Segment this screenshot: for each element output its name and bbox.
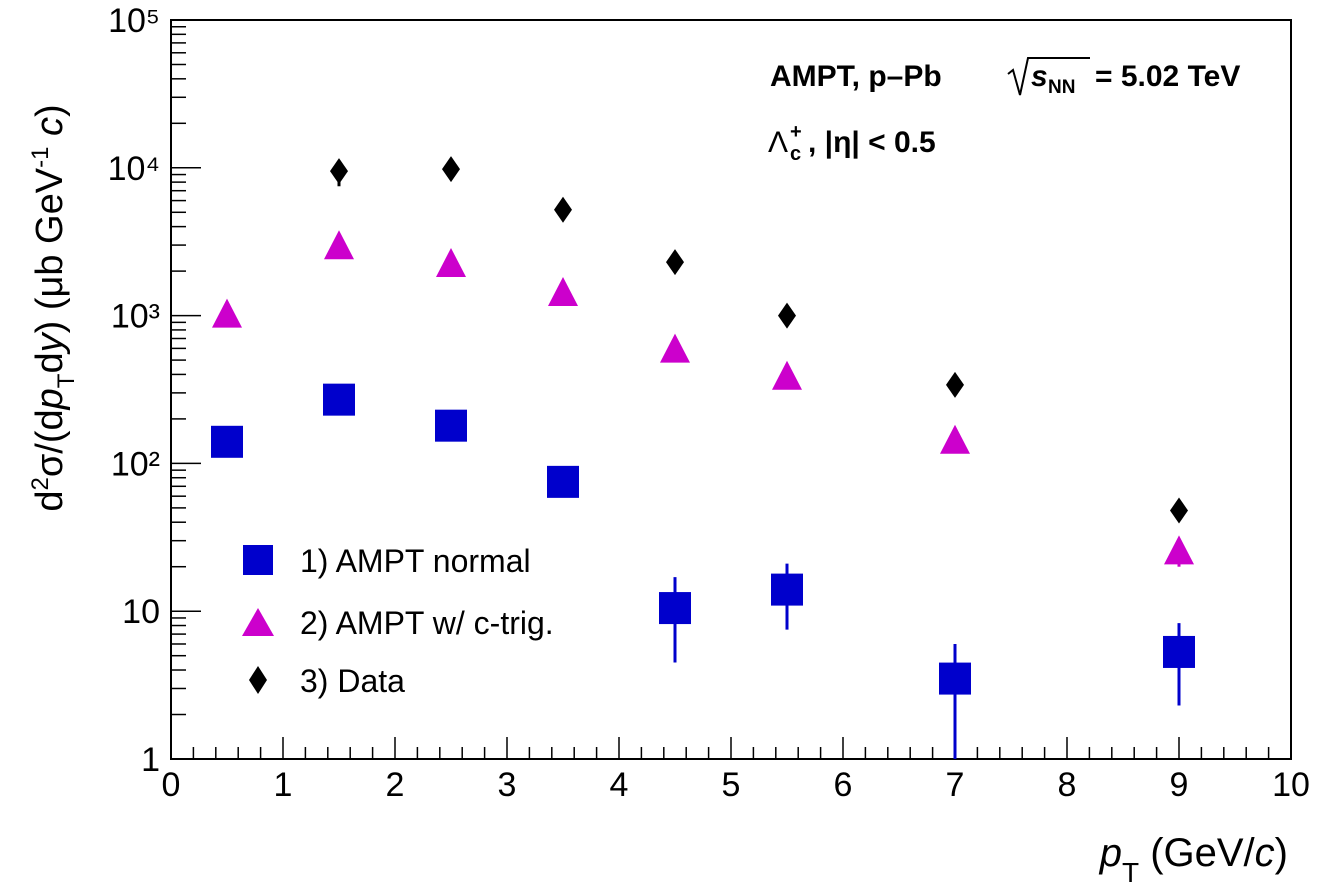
diamond-series-point xyxy=(666,249,684,276)
annotation-sqrt-sub: NN xyxy=(1048,77,1075,98)
x-tick-label: 9 xyxy=(1170,766,1189,804)
annotation-lambda-sub: c xyxy=(790,143,801,165)
annotation-lambda-sup: + xyxy=(790,121,802,143)
legend-marker-ampt-ctrig xyxy=(242,608,274,636)
triangle-series-point xyxy=(940,424,970,454)
diamond-series-point xyxy=(330,158,348,185)
square-series-point xyxy=(1163,635,1195,668)
x-tick-label: 5 xyxy=(722,766,741,804)
y-tick-label: 10 xyxy=(122,593,160,631)
legend-label-data: 3) Data xyxy=(300,663,405,699)
annotation-lambda: Λ xyxy=(768,126,788,159)
x-axis-label: pT (GeV/c) xyxy=(1099,831,1288,888)
square-series-point xyxy=(939,662,971,695)
diamond-series-point xyxy=(946,371,964,398)
y-axis-label: d2σ/(dpTdy) (μb GeV-1 c) xyxy=(27,104,80,511)
triangle-series-point xyxy=(660,333,690,363)
x-tick-label: 4 xyxy=(610,766,629,804)
square-series-point xyxy=(435,409,467,442)
square-series-point xyxy=(771,573,803,606)
annotation-eta: , |η| < 0.5 xyxy=(808,126,936,159)
annotation-sqrt-s: s xyxy=(1031,60,1048,93)
x-tick-label: 8 xyxy=(1058,766,1077,804)
legend-label-ampt-normal: 1) AMPT normal xyxy=(300,543,531,579)
legend: 1) AMPT normal 2) AMPT w/ c-trig. 3) Dat… xyxy=(242,543,554,699)
x-tick-label: 10 xyxy=(1272,766,1310,804)
x-tick-label: 3 xyxy=(498,766,517,804)
triangle-series-point xyxy=(1164,535,1194,565)
diamond-series-point xyxy=(1170,497,1188,524)
square-series-point xyxy=(323,383,355,416)
annotation-system: AMPT, p–Pb xyxy=(770,60,942,93)
triangle-series-point xyxy=(324,230,354,260)
square-series-point xyxy=(659,592,691,625)
plot-frame xyxy=(170,19,1292,760)
x-tick-label: 0 xyxy=(162,766,181,804)
triangle-series-point xyxy=(772,360,802,390)
square-series-point xyxy=(211,425,243,458)
data-series xyxy=(211,156,1195,759)
x-tick-label: 2 xyxy=(386,766,405,804)
triangle-series-point xyxy=(436,247,466,277)
diamond-series-point xyxy=(442,156,460,183)
annotation-energy: = 5.02 TeV xyxy=(1095,60,1240,93)
y-tick-label: 10² xyxy=(111,445,160,483)
y-tick-label: 10⁴ xyxy=(108,150,160,188)
y-tick-label: 10⁵ xyxy=(108,2,160,40)
legend-label-ampt-ctrig: 2) AMPT w/ c-trig. xyxy=(300,605,554,641)
diamond-series-point xyxy=(778,302,796,329)
axis-ticks xyxy=(170,26,1292,760)
annotation-collision: AMPT, p–Pb s NN = 5.02 TeV xyxy=(770,57,1240,98)
x-tick-label: 6 xyxy=(834,766,853,804)
y-tick-label: 1 xyxy=(141,741,160,779)
x-tick-label: 1 xyxy=(274,766,293,804)
y-tick-label: 10³ xyxy=(111,298,160,336)
annotation-particle: Λ + c , |η| < 0.5 xyxy=(768,121,936,165)
square-series-point xyxy=(547,465,579,498)
legend-marker-data xyxy=(249,666,267,694)
legend-marker-ampt-normal xyxy=(243,545,273,575)
sqrt-icon xyxy=(1007,57,1090,96)
diamond-series-point xyxy=(554,196,572,223)
x-tick-label: 7 xyxy=(946,766,965,804)
triangle-series-point xyxy=(212,298,242,328)
triangle-series-point xyxy=(548,277,578,307)
